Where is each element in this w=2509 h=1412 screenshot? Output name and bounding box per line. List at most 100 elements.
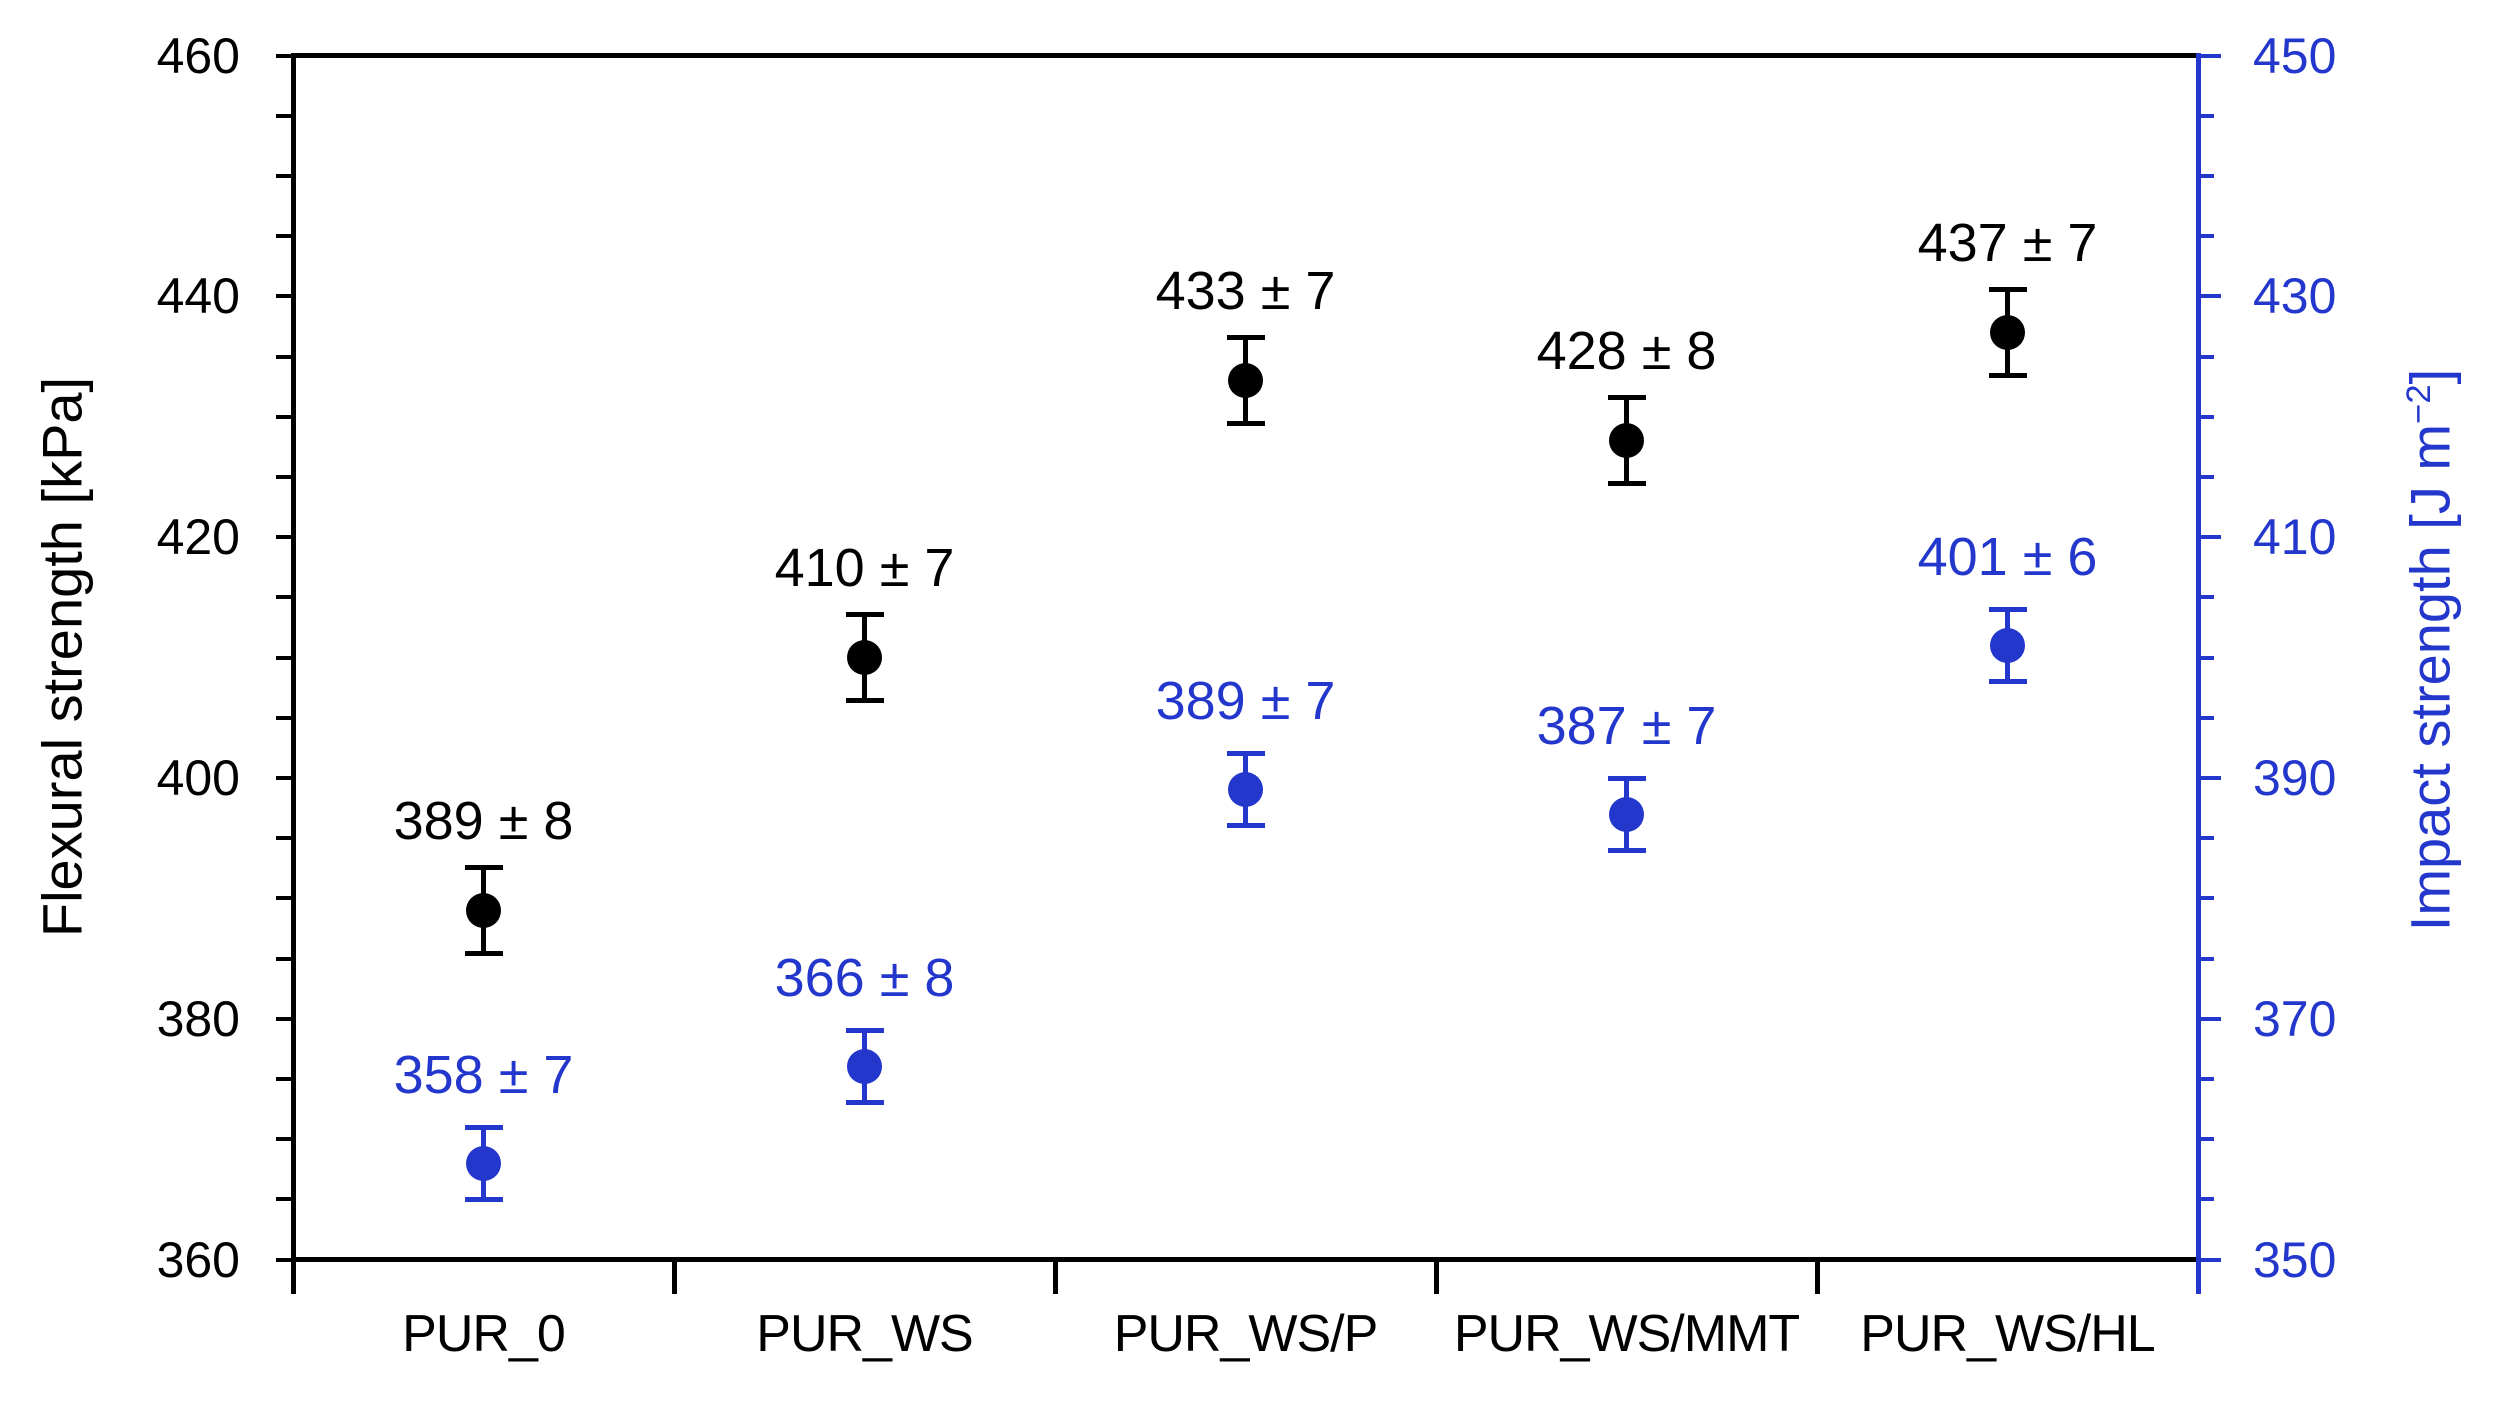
right-axis-title-superscript: −2 bbox=[2399, 384, 2438, 424]
right-axis-tick bbox=[2200, 474, 2214, 479]
error-bar-cap-bottom bbox=[1226, 823, 1265, 829]
left-axis-tick-label: 440 bbox=[156, 268, 240, 325]
data-point-label: 401 ± 6 bbox=[1917, 526, 2098, 587]
error-bar-cap-top bbox=[1226, 751, 1265, 757]
data-point bbox=[466, 1145, 501, 1181]
left-axis-tick bbox=[275, 1016, 291, 1021]
left-axis-tick bbox=[275, 234, 291, 239]
error-bar-cap-top bbox=[845, 1028, 884, 1034]
right-axis-tick bbox=[2200, 1257, 2221, 1262]
data-point bbox=[1990, 627, 2025, 663]
data-point-label: 433 ± 7 bbox=[1155, 261, 1336, 322]
right-axis-tick bbox=[2200, 836, 2214, 841]
x-axis-boundary-tick bbox=[671, 1262, 677, 1294]
x-axis-line bbox=[290, 1257, 2201, 1262]
right-axis-title-text: Impact strength [J m bbox=[2398, 423, 2462, 932]
data-point bbox=[1228, 363, 1263, 399]
left-axis-tick-label: 360 bbox=[156, 1231, 240, 1288]
left-axis-tick bbox=[275, 354, 291, 359]
left-axis-tick bbox=[275, 655, 291, 660]
right-axis-tick bbox=[2200, 715, 2214, 720]
right-axis-tick bbox=[2200, 234, 2214, 239]
x-axis-boundary-tick bbox=[1052, 1262, 1058, 1294]
error-bar-cap-top bbox=[1988, 286, 2027, 292]
right-axis-tick bbox=[2200, 414, 2214, 419]
left-axis-tick bbox=[275, 414, 291, 419]
right-axis-tick bbox=[2200, 354, 2214, 359]
data-point-label: 387 ± 7 bbox=[1536, 695, 1717, 756]
data-point bbox=[847, 640, 882, 675]
data-point-label: 389 ± 8 bbox=[393, 790, 574, 851]
left-axis-tick bbox=[275, 294, 291, 299]
left-axis-tick-label: 420 bbox=[156, 509, 240, 566]
error-bar-cap-top bbox=[845, 612, 884, 617]
x-axis-category-label: PUR_WS/HL bbox=[1860, 1305, 2155, 1363]
left-axis-tick bbox=[275, 836, 291, 841]
x-axis-category-label: PUR_WS/P bbox=[1113, 1305, 1379, 1363]
error-bar-cap-bottom bbox=[464, 1196, 503, 1202]
right-axis-tick bbox=[2200, 1076, 2214, 1081]
data-point bbox=[847, 1049, 882, 1085]
data-point-label: 366 ± 8 bbox=[774, 948, 955, 1009]
error-bar-cap-top bbox=[1988, 606, 2027, 612]
right-axis-tick bbox=[2200, 956, 2214, 961]
data-point bbox=[1609, 796, 1644, 832]
error-bar-cap-top bbox=[464, 1124, 503, 1130]
left-axis-tick bbox=[275, 474, 291, 479]
right-axis-tick bbox=[2200, 535, 2221, 540]
error-bar-cap-top bbox=[1607, 775, 1646, 781]
left-axis-line bbox=[290, 53, 296, 1294]
data-point bbox=[1609, 423, 1644, 459]
right-axis-tick-label: 410 bbox=[2253, 509, 2337, 566]
left-axis-tick bbox=[275, 113, 291, 118]
left-axis-tick-label: 460 bbox=[156, 27, 240, 84]
right-axis-title-bracket: ] bbox=[2398, 368, 2462, 385]
right-axis-tick bbox=[2200, 896, 2214, 901]
right-axis-tick bbox=[2200, 173, 2214, 178]
error-bar-cap-bottom bbox=[464, 950, 503, 956]
left-axis-tick-label: 380 bbox=[156, 990, 240, 1047]
data-point bbox=[1990, 314, 2025, 350]
right-axis-tick bbox=[2200, 775, 2221, 780]
left-axis-tick bbox=[275, 896, 291, 901]
data-point-label: 410 ± 7 bbox=[774, 538, 955, 598]
x-axis-category-label: PUR_WS/MMT bbox=[1453, 1305, 1800, 1363]
left-axis-title: Flexural strength [kPa] bbox=[30, 376, 94, 938]
error-bar-cap-top bbox=[1607, 395, 1646, 401]
right-axis-title: Impact strength [J m−2] bbox=[2398, 369, 2463, 931]
right-axis-tick bbox=[2200, 53, 2221, 58]
right-axis-tick bbox=[2200, 1016, 2221, 1021]
left-axis-tick bbox=[275, 1197, 291, 1202]
error-bar-cap-bottom bbox=[1988, 372, 2027, 378]
right-axis-tick bbox=[2200, 1137, 2214, 1142]
right-axis-tick-label: 370 bbox=[2253, 990, 2337, 1047]
data-point bbox=[1228, 772, 1263, 808]
right-axis-tick-label: 350 bbox=[2253, 1231, 2337, 1288]
left-axis-tick bbox=[275, 595, 291, 600]
right-axis-tick-label: 450 bbox=[2253, 27, 2337, 84]
error-bar-cap-top bbox=[1226, 335, 1265, 341]
left-axis-tick bbox=[275, 53, 291, 58]
right-axis-tick-label: 390 bbox=[2253, 749, 2337, 806]
right-axis-line bbox=[2195, 53, 2201, 1294]
right-axis-tick bbox=[2200, 294, 2221, 299]
left-axis-tick bbox=[275, 1137, 291, 1142]
left-axis-tick bbox=[275, 956, 291, 961]
error-bar-cap-bottom bbox=[1988, 678, 2027, 684]
error-bar-cap-bottom bbox=[1607, 847, 1646, 853]
x-axis-boundary-tick bbox=[1814, 1262, 1820, 1294]
left-axis-tick bbox=[275, 535, 291, 540]
data-point-label: 428 ± 8 bbox=[1536, 321, 1717, 382]
error-bar-cap-bottom bbox=[1607, 481, 1646, 487]
left-axis-tick-label: 400 bbox=[156, 749, 240, 806]
error-bar-cap-top bbox=[464, 864, 503, 870]
plot-top-border bbox=[290, 53, 2201, 58]
error-bar-cap-bottom bbox=[1226, 421, 1265, 427]
data-point bbox=[466, 892, 501, 928]
error-bar-cap-bottom bbox=[845, 1100, 884, 1106]
data-point-label: 389 ± 7 bbox=[1155, 671, 1336, 732]
x-axis-category-label: PUR_0 bbox=[402, 1305, 566, 1363]
x-axis-boundary-tick bbox=[1433, 1262, 1439, 1294]
x-axis-category-label: PUR_WS bbox=[756, 1305, 973, 1363]
